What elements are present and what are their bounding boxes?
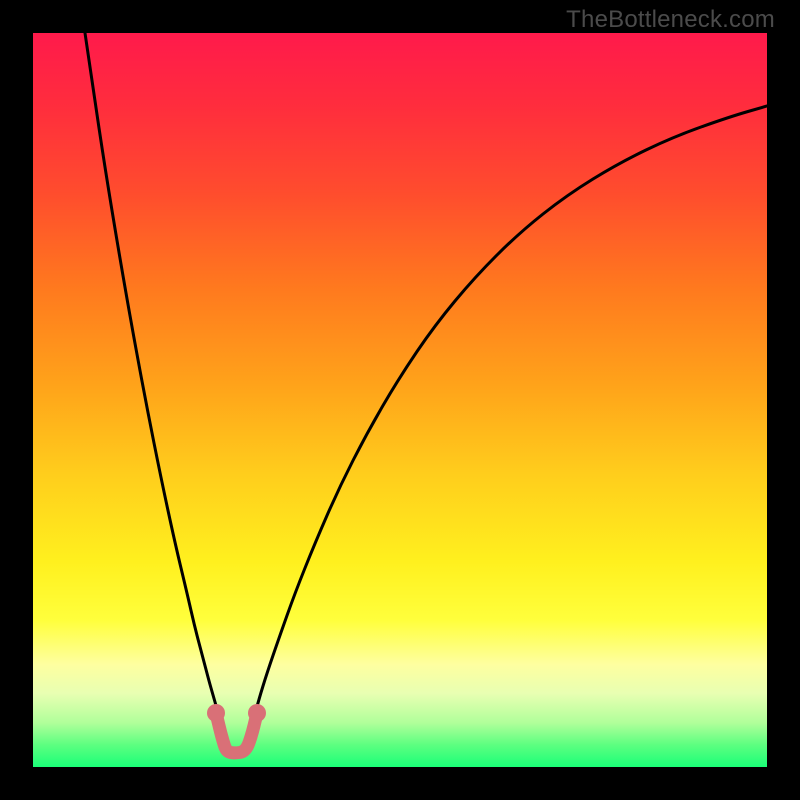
chart-plot-area xyxy=(33,33,767,767)
chart-background-gradient xyxy=(33,33,767,767)
watermark-text: TheBottleneck.com xyxy=(566,6,775,34)
